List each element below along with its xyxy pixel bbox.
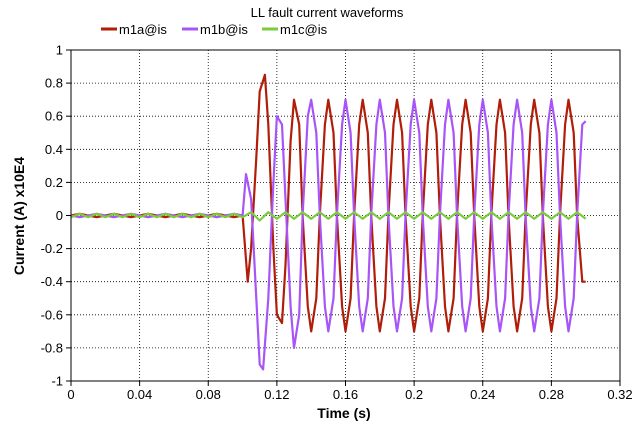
y-tick-label: 0.6 — [45, 109, 63, 124]
x-axis: 0 0.04 0.08 0.12 0.16 0.2 0.24 0.28 0.32 — [67, 381, 633, 402]
x-tick-label: 0.2 — [405, 387, 423, 402]
y-axis: -1 -0.8 -0.6 -0.4 -0.2 0 0.2 0.4 0.6 0.8 1 — [41, 43, 71, 389]
series-line-m1b-is — [70, 98, 587, 371]
x-axis-title: Time (s) — [317, 405, 370, 421]
y-tick-label: -0.2 — [41, 241, 63, 256]
x-tick-label: 0.28 — [539, 387, 564, 402]
series-line-m1c-is — [70, 211, 587, 222]
x-tick-label: 0.32 — [607, 387, 632, 402]
y-tick-label: -1 — [51, 374, 63, 389]
y-tick-label: -0.4 — [41, 274, 63, 289]
chart-title: LL fault current waveforms — [251, 5, 404, 20]
x-tick-label: 0.16 — [333, 387, 358, 402]
series-layer — [70, 73, 587, 371]
y-tick-label: 0.2 — [45, 175, 63, 190]
legend-label: m1a@is — [119, 22, 167, 37]
y-tick-label: 1 — [56, 43, 63, 58]
x-tick-label: 0.04 — [127, 387, 152, 402]
x-tick-label: 0.08 — [196, 387, 221, 402]
y-axis-title: Current (A) x10E4 — [11, 157, 27, 275]
legend: m1a@is m1b@is m1c@is — [101, 22, 328, 37]
legend-label: m1b@is — [200, 22, 248, 37]
y-tick-label: 0 — [56, 208, 63, 223]
y-tick-label: -0.8 — [41, 340, 63, 355]
x-tick-label: 0 — [67, 387, 74, 402]
x-tick-label: 0.24 — [470, 387, 495, 402]
legend-label: m1c@is — [280, 22, 328, 37]
y-tick-label: -0.6 — [41, 307, 63, 322]
y-tick-label: 0.8 — [45, 76, 63, 91]
y-tick-label: 0.4 — [45, 142, 63, 157]
x-tick-label: 0.12 — [264, 387, 289, 402]
